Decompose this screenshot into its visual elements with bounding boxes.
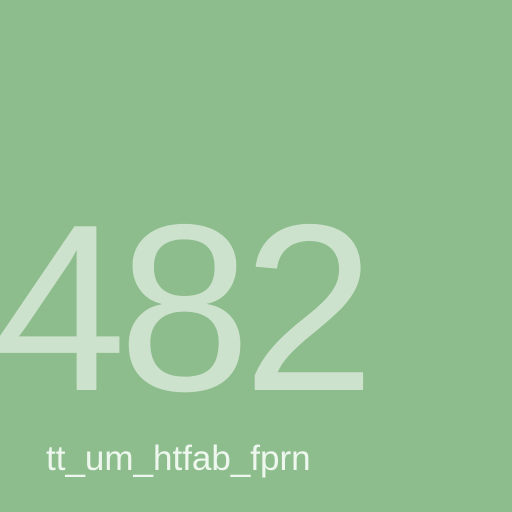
tile-caption: tt_um_htfab_fprn (46, 439, 311, 478)
tile-number: 482 (0, 176, 375, 441)
